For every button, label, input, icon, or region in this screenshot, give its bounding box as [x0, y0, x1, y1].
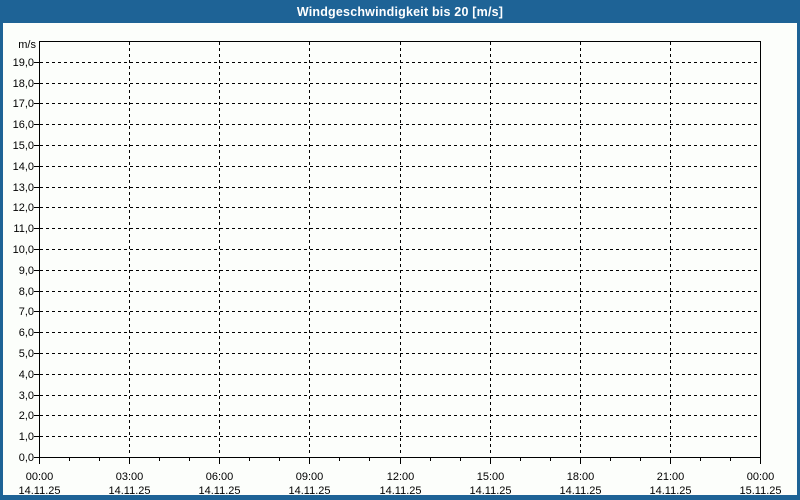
x-date-label: 14.11.25: [559, 485, 601, 495]
chart-content: 0,0 1,0 2,0 3,0 4,0 5,0 6,0 7,0 8,0 9,0 10,0 11,0 12…: [3, 23, 797, 495]
y-tick-label: 19,0: [13, 57, 34, 69]
x-time-label: 09:00: [296, 471, 324, 483]
y-tick-label: 3,0: [19, 390, 34, 402]
x-date-label: 14.11.25: [288, 485, 330, 495]
x-date-label: 14.11.25: [379, 485, 421, 495]
y-tick-label: 1,0: [19, 431, 34, 443]
y-tick-label: 15,0: [13, 140, 34, 152]
y-axis-unit-label: m/s: [18, 39, 36, 51]
x-date-label: 14.11.25: [18, 485, 60, 495]
chart-title: Windgeschwindigkeit bis 20 [m/s]: [296, 4, 504, 19]
x-date-label: 15.11.25: [739, 485, 781, 495]
y-tick-label: 0,0: [19, 452, 34, 464]
y-tick-label: 9,0: [19, 265, 34, 277]
y-tick-label: 4,0: [19, 369, 34, 381]
x-time-label: 18:00: [567, 471, 595, 483]
y-tick-label: 13,0: [13, 182, 34, 194]
y-tick-label: 5,0: [19, 348, 34, 360]
y-tick-label: 12,0: [13, 202, 34, 214]
y-tick-label: 18,0: [13, 78, 34, 90]
y-tick-label: 10,0: [13, 244, 34, 256]
x-date-label: 14.11.25: [649, 485, 691, 495]
x-time-label: 00:00: [26, 471, 54, 483]
x-time-label: 12:00: [387, 471, 415, 483]
y-tick-label: 2,0: [19, 410, 34, 422]
y-tick-label: 7,0: [19, 306, 34, 318]
y-tick-label: 16,0: [13, 119, 34, 131]
x-time-label: 21:00: [657, 471, 685, 483]
y-tick-label: 11,0: [13, 223, 34, 235]
y-tick-label: 17,0: [13, 98, 34, 110]
y-tick-label: 6,0: [19, 327, 34, 339]
y-tick-label: 8,0: [19, 286, 34, 298]
x-date-label: 14.11.25: [108, 485, 150, 495]
chart-title-bar: Windgeschwindigkeit bis 20 [m/s]: [3, 0, 797, 23]
x-time-label: 06:00: [206, 471, 234, 483]
x-time-label: 03:00: [116, 471, 144, 483]
y-tick-label: 14,0: [13, 161, 34, 173]
x-date-label: 14.11.25: [198, 485, 240, 495]
x-time-label: 00:00: [747, 471, 775, 483]
x-time-label: 15:00: [477, 471, 505, 483]
wind-speed-chart: 0,0 1,0 2,0 3,0 4,0 5,0 6,0 7,0 8,0 9,0 10,0 11,0 12…: [13, 39, 782, 495]
x-date-label: 14.11.25: [469, 485, 511, 495]
